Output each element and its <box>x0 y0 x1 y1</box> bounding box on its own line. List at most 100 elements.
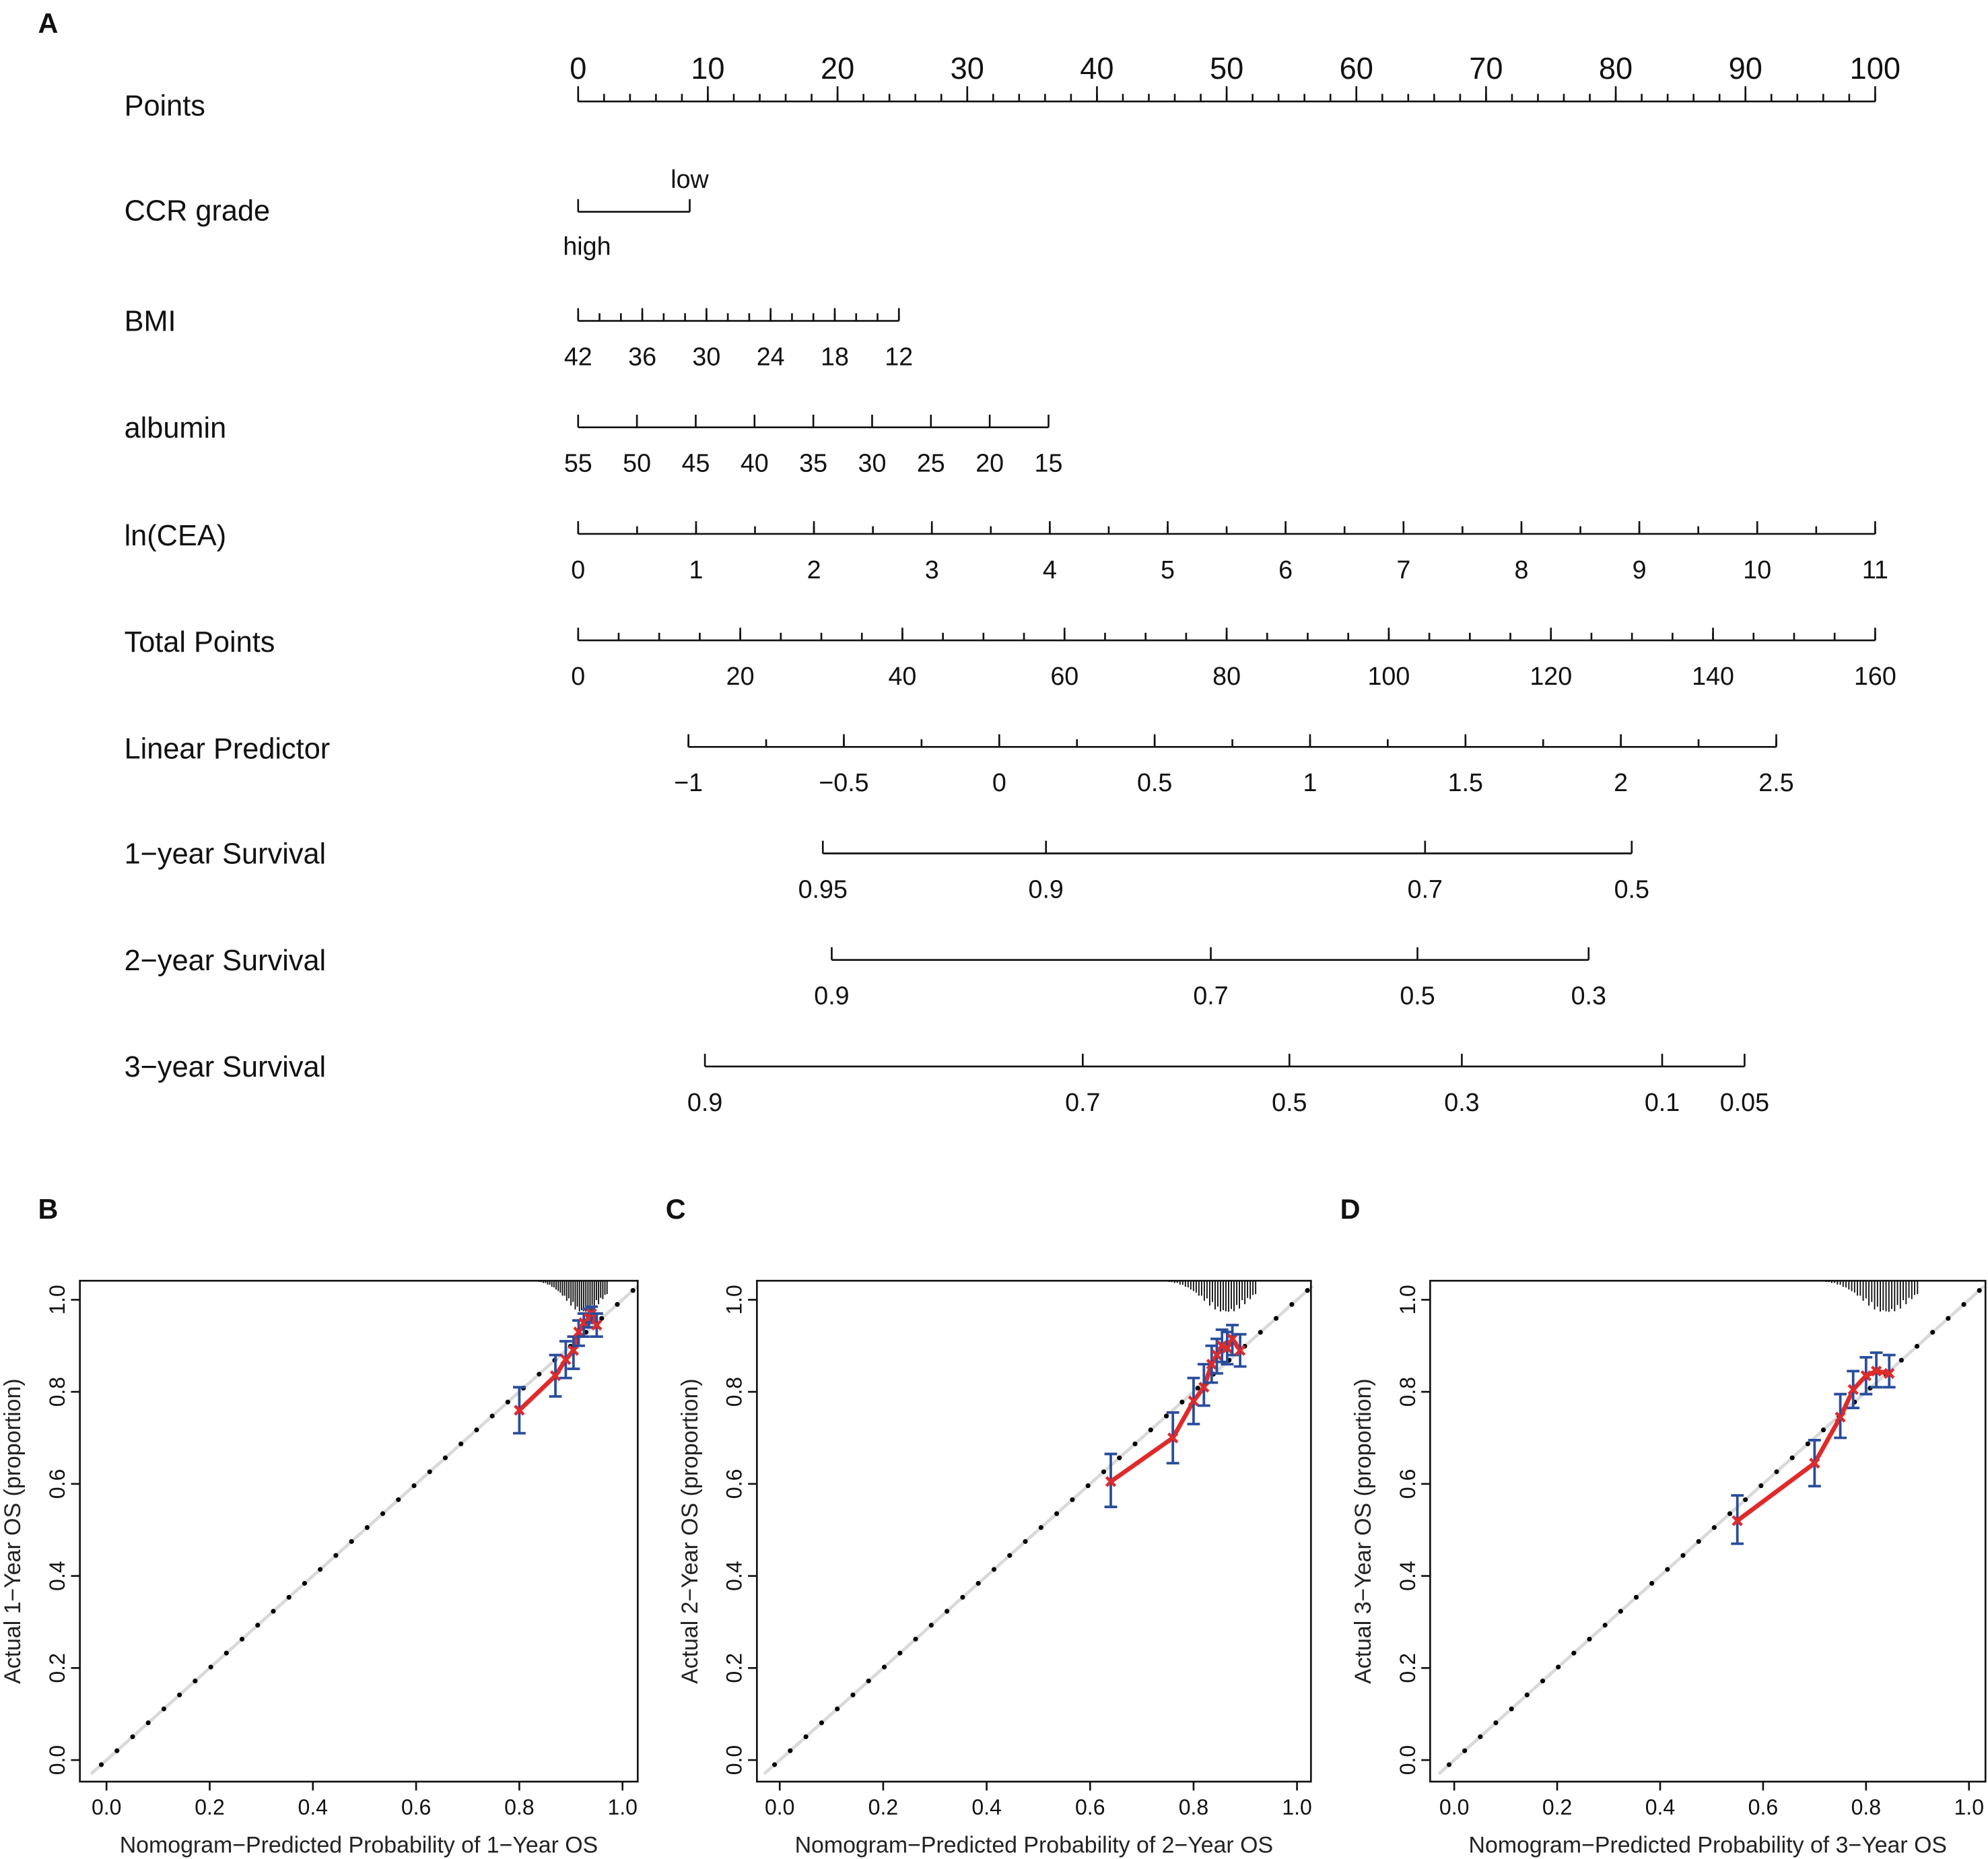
y-tick-label: 0.8 <box>722 1377 747 1407</box>
row-label: 2−year Survival <box>125 945 327 977</box>
tick-label: 70 <box>1469 51 1503 86</box>
tick-label: 0.7 <box>1193 982 1228 1010</box>
ideal-dot <box>114 1748 120 1753</box>
calibration-point <box>1167 1432 1179 1444</box>
ideal-dot <box>1038 1525 1043 1530</box>
plot-frame <box>1429 1279 1987 1783</box>
ideal-dot <box>1493 1720 1499 1726</box>
panel-label-D: D <box>1340 1193 1361 1225</box>
y-tick-label: 0.2 <box>1396 1653 1420 1683</box>
calibration-point <box>1732 1515 1743 1526</box>
y-tick-label: 0.0 <box>45 1745 69 1775</box>
tick-label: 0.05 <box>1720 1088 1769 1116</box>
row-label: albumin <box>125 412 227 444</box>
ideal-dot <box>975 1581 981 1586</box>
calibration-point <box>568 1345 580 1356</box>
tick-label: 20 <box>726 662 755 690</box>
tick-label: 0.9 <box>687 1088 722 1116</box>
tick-label: 0.7 <box>1065 1088 1100 1116</box>
tick-label: 80 <box>1599 51 1633 86</box>
tick-label: high <box>563 232 611 261</box>
tick-label: 45 <box>682 449 710 477</box>
calibration-point <box>1227 1333 1238 1345</box>
calibration-plot-D <box>1421 1279 1987 1791</box>
ideal-dot <box>1478 1734 1483 1740</box>
nomogram <box>577 86 1876 1068</box>
calibration-line <box>1109 1334 1242 1484</box>
ideal-dot <box>145 1720 151 1726</box>
row-label: Linear Predictor <box>125 733 331 765</box>
y-tick-label: 0.2 <box>722 1653 747 1683</box>
y-tick-label: 0.6 <box>45 1469 69 1499</box>
tick-label: 2.5 <box>1758 768 1793 797</box>
ideal-dot <box>396 1497 401 1502</box>
x-tick-label: 0.2 <box>868 1795 898 1819</box>
tick-label: 50 <box>623 449 651 477</box>
tick-label: 30 <box>692 342 720 370</box>
row-label: ln(CEA) <box>125 520 227 552</box>
y-tick-label: 1.0 <box>722 1285 747 1314</box>
ideal-dot <box>1587 1636 1592 1642</box>
ideal-dot <box>788 1748 793 1753</box>
tick-label: 30 <box>858 449 887 477</box>
ideal-dot <box>1711 1525 1717 1530</box>
ideal-dot <box>427 1469 432 1475</box>
nomogram-row-0 <box>577 86 1876 103</box>
tick-label: 5 <box>1161 555 1175 584</box>
ideal-dot <box>1898 1357 1904 1363</box>
tick-label: 11 <box>1862 555 1888 584</box>
ideal-line <box>90 1285 640 1776</box>
ideal-dot <box>1961 1302 1966 1307</box>
ideal-dot <box>850 1692 856 1697</box>
ideal-dot <box>1509 1706 1514 1712</box>
ideal-dot <box>1273 1316 1279 1321</box>
tick-label: 0.9 <box>1029 875 1064 903</box>
x-tick-label: 1.0 <box>1282 1795 1311 1819</box>
ideal-dot <box>1148 1427 1153 1433</box>
tick-label: 0 <box>571 555 585 584</box>
tick-label: 0.5 <box>1272 1088 1307 1116</box>
ideal-dot <box>803 1734 809 1740</box>
tick-label: 80 <box>1212 662 1241 690</box>
tick-label: 6 <box>1278 555 1293 584</box>
tick-label: 40 <box>888 662 916 690</box>
tick-label: 90 <box>1729 51 1762 86</box>
x-tick-label: 0.0 <box>92 1795 121 1819</box>
tick-label: 2 <box>807 555 821 584</box>
tick-label: −0.5 <box>819 768 868 797</box>
ideal-dot <box>1649 1581 1655 1586</box>
tick-label: 50 <box>1210 51 1243 86</box>
tick-label: 25 <box>917 449 945 477</box>
y-axis-title: Actual 1−Year OS (proportion) <box>0 1378 26 1684</box>
ideal-dot <box>411 1483 417 1489</box>
ideal-dot <box>255 1623 261 1628</box>
tick-label: 60 <box>1340 51 1373 86</box>
ideal-dot <box>1930 1330 1935 1335</box>
row-label: BMI <box>125 306 176 338</box>
ideal-dot <box>1101 1469 1107 1475</box>
tick-label: 24 <box>757 342 785 370</box>
tick-label: 0.5 <box>1137 768 1172 797</box>
x-tick-label: 0.2 <box>195 1795 224 1819</box>
ideal-dot <box>928 1623 934 1628</box>
ideal-dot <box>537 1372 542 1377</box>
tick-label: 0.95 <box>798 875 848 903</box>
x-tick-label: 0.4 <box>1645 1795 1675 1819</box>
x-tick-label: 1.0 <box>607 1795 637 1819</box>
ideal-dot <box>1618 1609 1623 1614</box>
x-tick-label: 0.0 <box>1439 1795 1469 1819</box>
y-tick-label: 0.8 <box>1396 1377 1420 1407</box>
ideal-dot <box>1914 1343 1920 1349</box>
y-axis-title: Actual 3−Year OS (proportion) <box>1350 1378 1376 1684</box>
ideal-dot <box>1117 1455 1122 1460</box>
ideal-dot <box>1743 1497 1748 1502</box>
tick-label: 20 <box>821 51 854 86</box>
calibration-plot-C <box>748 1279 1314 1791</box>
calibration-point <box>1870 1365 1882 1377</box>
tick-label: 1.5 <box>1448 768 1483 797</box>
calibration-point <box>1188 1395 1200 1407</box>
tick-label: 140 <box>1692 662 1734 690</box>
ideal-dot <box>819 1720 824 1726</box>
tick-label: 40 <box>741 449 769 477</box>
plot-frame <box>756 1279 1312 1783</box>
